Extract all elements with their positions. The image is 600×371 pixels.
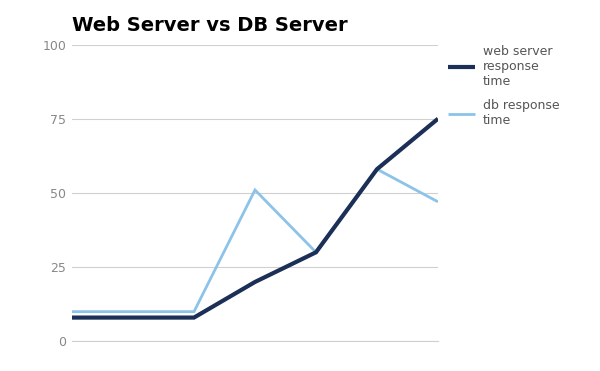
web server
response
time [130,315,137,320]
web server
response
time [251,280,259,284]
db response
time [434,200,442,204]
web server
response
time [373,167,380,171]
web server
response
time [68,315,76,320]
Line: db response
time: db response time [72,169,438,312]
Text: Web Server vs DB Server: Web Server vs DB Server [72,16,347,35]
Line: web server
response
time: web server response time [72,119,438,318]
db response
time [68,309,76,314]
Legend: web server
response
time, db response
time: web server response time, db response ti… [448,45,560,127]
db response
time [373,167,380,171]
web server
response
time [190,315,197,320]
db response
time [251,188,259,192]
web server
response
time [313,250,320,255]
web server
response
time [434,116,442,121]
db response
time [313,250,320,255]
db response
time [130,309,137,314]
db response
time [190,309,197,314]
